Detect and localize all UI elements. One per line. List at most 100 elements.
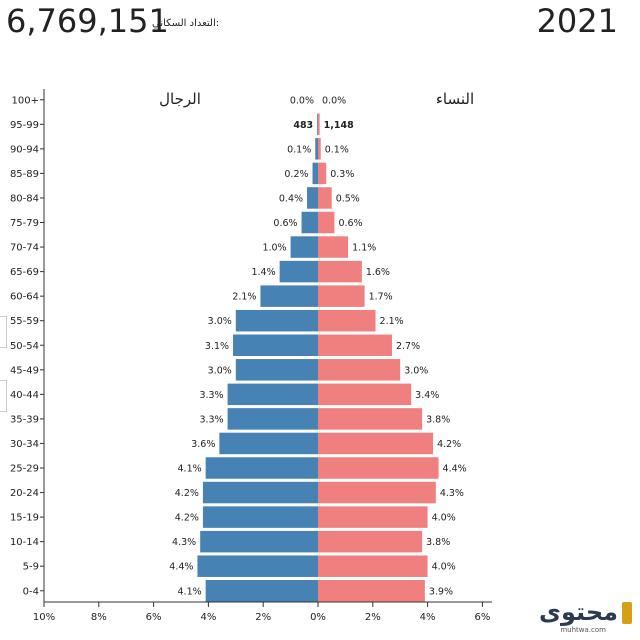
bars bbox=[197, 113, 439, 602]
men-value-label: 0.6% bbox=[273, 218, 297, 229]
men-value-label: 2.1% bbox=[232, 292, 256, 303]
x-tick-label: 4% bbox=[420, 612, 436, 623]
age-group-label: 85-89 bbox=[10, 169, 39, 180]
men-value-label: 4.1% bbox=[178, 586, 202, 597]
women-series-label: النساء bbox=[436, 90, 474, 108]
women-value-label: 0.3% bbox=[330, 169, 354, 180]
age-group-label: 20-24 bbox=[10, 488, 39, 499]
men-value-label: 4.2% bbox=[175, 488, 199, 499]
population-value: 6,769,151 bbox=[6, 2, 169, 40]
women-value-label: 4.0% bbox=[432, 513, 456, 524]
women-bar bbox=[318, 138, 321, 160]
women-value-label: 4.4% bbox=[443, 464, 467, 475]
women-bar bbox=[318, 580, 425, 602]
age-group-label: 30-34 bbox=[10, 439, 39, 450]
x-tick-label: 8% bbox=[91, 612, 107, 623]
women-value-label: 3.4% bbox=[415, 390, 439, 401]
men-value-label: 3.0% bbox=[208, 316, 232, 327]
women-bar bbox=[318, 113, 320, 136]
men-value-label: 0.1% bbox=[287, 144, 311, 155]
age-group-label: 80-84 bbox=[10, 193, 39, 204]
x-tick-label: 6% bbox=[146, 612, 162, 623]
age-group-label: 70-74 bbox=[10, 243, 39, 254]
men-bar bbox=[312, 162, 318, 185]
women-value-label: 1,148 bbox=[324, 120, 354, 131]
men-bar bbox=[315, 138, 318, 160]
women-value-label: 2.1% bbox=[380, 316, 404, 327]
left-edge-control[interactable] bbox=[0, 380, 7, 412]
women-value-label: 1.7% bbox=[369, 292, 393, 303]
women-value-label: 1.6% bbox=[366, 267, 390, 278]
left-edge-control[interactable] bbox=[0, 316, 7, 348]
men-value-label: 1.4% bbox=[251, 267, 275, 278]
men-value-label: 4.3% bbox=[172, 537, 196, 548]
age-group-label: 60-64 bbox=[10, 292, 39, 303]
men-bar bbox=[200, 530, 318, 553]
women-bar bbox=[318, 359, 401, 381]
men-bar bbox=[307, 187, 318, 209]
women-bar bbox=[318, 211, 335, 234]
women-value-label: 1.1% bbox=[352, 243, 376, 254]
men-bar bbox=[260, 285, 318, 307]
men-bar bbox=[202, 481, 318, 504]
women-value-label: 3.9% bbox=[429, 586, 453, 597]
age-group-label: 35-39 bbox=[10, 414, 39, 425]
women-bar bbox=[318, 383, 412, 406]
x-tick-label: 2% bbox=[255, 612, 271, 623]
men-value-label: 3.6% bbox=[191, 439, 215, 450]
age-group-label: 25-29 bbox=[10, 464, 39, 475]
age-group-label: 40-44 bbox=[10, 390, 39, 401]
age-group-label: 90-94 bbox=[10, 144, 39, 155]
bar-labels: 4.1% 3.9% 4.4% 4.0% 4.3% 3.8% 4.2% 4.0% 4.2% 4.3%… bbox=[169, 95, 466, 597]
watermark-site: muhtwa.com bbox=[560, 626, 606, 634]
women-value-label: 4.3% bbox=[440, 488, 464, 499]
women-bar bbox=[318, 457, 439, 479]
women-value-label: 0.0% bbox=[322, 95, 346, 106]
men-value-label: 483 bbox=[293, 120, 313, 131]
age-group-label: 55-59 bbox=[10, 316, 39, 327]
x-tick-label: 10% bbox=[33, 612, 55, 623]
age-group-label: 45-49 bbox=[10, 365, 39, 376]
age-group-label: 95-99 bbox=[10, 120, 39, 131]
population-label: التعداد السكاني: bbox=[152, 18, 220, 29]
men-bar bbox=[317, 113, 318, 136]
men-value-label: 0.4% bbox=[279, 193, 303, 204]
women-bar bbox=[318, 432, 434, 455]
women-bar bbox=[318, 309, 376, 332]
women-value-label: 2.7% bbox=[396, 341, 420, 352]
age-group-label: 100+ bbox=[12, 95, 39, 106]
women-bar bbox=[318, 555, 428, 577]
men-bar bbox=[233, 334, 318, 356]
women-bar bbox=[318, 530, 423, 553]
year-label: 2021 bbox=[536, 2, 618, 40]
women-value-label: 3.0% bbox=[404, 365, 428, 376]
men-value-label: 3.3% bbox=[199, 390, 223, 401]
age-group-label: 5-9 bbox=[23, 562, 39, 573]
women-bar bbox=[318, 260, 362, 283]
women-bar bbox=[318, 236, 349, 258]
men-value-label: 3.0% bbox=[208, 365, 232, 376]
women-bar bbox=[318, 187, 332, 209]
women-bar bbox=[318, 285, 365, 307]
men-bar bbox=[290, 236, 318, 258]
men-value-label: 0.0% bbox=[290, 95, 314, 106]
women-bar bbox=[318, 506, 428, 528]
men-bar bbox=[235, 309, 318, 332]
men-value-label: 3.1% bbox=[205, 341, 229, 352]
age-group-label: 10-14 bbox=[10, 537, 39, 548]
men-value-label: 4.4% bbox=[169, 562, 193, 573]
women-bar bbox=[318, 162, 327, 185]
axes: 10% 8% 6% 4% 2% 0% 2% 4% 6% 0-4 5-9 10-14 15-19 20-24… bbox=[10, 89, 492, 623]
men-bar bbox=[205, 457, 318, 479]
women-value-label: 3.8% bbox=[426, 414, 450, 425]
x-tick-label: 6% bbox=[474, 612, 490, 623]
men-bar bbox=[235, 359, 318, 381]
women-value-label: 4.2% bbox=[437, 439, 461, 450]
watermark-logo: محتوى muhtwa.com bbox=[514, 598, 632, 634]
women-value-label: 0.1% bbox=[325, 144, 349, 155]
men-value-label: 3.3% bbox=[199, 414, 223, 425]
watermark-brand: محتوى bbox=[539, 598, 618, 626]
men-bar bbox=[219, 432, 318, 455]
age-group-label: 50-54 bbox=[10, 341, 39, 352]
